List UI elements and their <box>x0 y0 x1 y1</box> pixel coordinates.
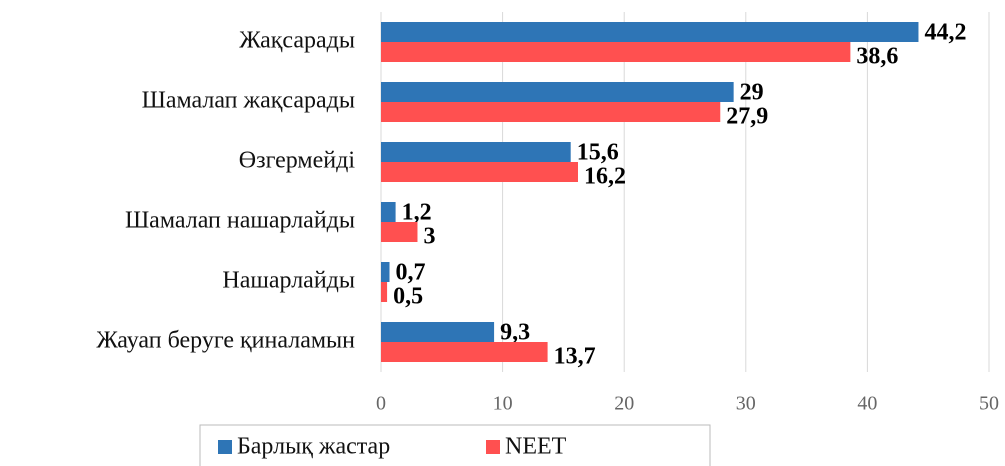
legend-label: NEET <box>505 434 567 460</box>
value-label: 29 <box>740 80 764 106</box>
legend-swatch <box>486 440 500 454</box>
value-label: 0,5 <box>393 284 423 310</box>
value-label: 38,6 <box>856 44 898 70</box>
value-label: 44,2 <box>924 20 966 46</box>
category-label: Жауап беруге қиналамын <box>96 328 355 354</box>
bar <box>381 42 851 62</box>
x-tick-label: 50 <box>979 393 999 415</box>
legend-swatch <box>218 440 232 454</box>
category-label: Нашарлайды <box>222 268 355 294</box>
bar <box>381 22 919 42</box>
bar <box>381 82 734 102</box>
value-label: 15,6 <box>577 140 619 166</box>
x-tick-label: 40 <box>857 393 877 415</box>
bar <box>381 262 390 282</box>
category-label: Жақсарады <box>239 28 355 54</box>
legend-label: Барлық жастар <box>237 434 390 460</box>
value-label: 13,7 <box>554 344 596 370</box>
value-label: 27,9 <box>726 104 768 130</box>
x-tick-label: 20 <box>614 393 634 415</box>
x-tick-label: 10 <box>493 393 513 415</box>
value-label: 3 <box>423 224 435 250</box>
bar <box>381 342 548 362</box>
value-label: 1,2 <box>402 200 432 226</box>
bar <box>381 162 578 182</box>
category-label: Шамалап жақсарады <box>142 88 355 114</box>
value-label: 9,3 <box>500 320 530 346</box>
bar <box>381 102 721 122</box>
bar <box>381 322 495 342</box>
x-tick-label: 0 <box>376 393 386 415</box>
bar <box>381 282 388 302</box>
value-label: 0,7 <box>396 260 426 286</box>
bar <box>381 222 418 242</box>
x-tick-label: 30 <box>736 393 756 415</box>
value-label: 16,2 <box>584 164 626 190</box>
bar <box>381 202 396 222</box>
legend-box <box>199 424 711 466</box>
category-label: Өзгермейді <box>239 148 356 174</box>
bar <box>381 142 571 162</box>
category-label: Шамалап нашарлайды <box>125 208 355 234</box>
